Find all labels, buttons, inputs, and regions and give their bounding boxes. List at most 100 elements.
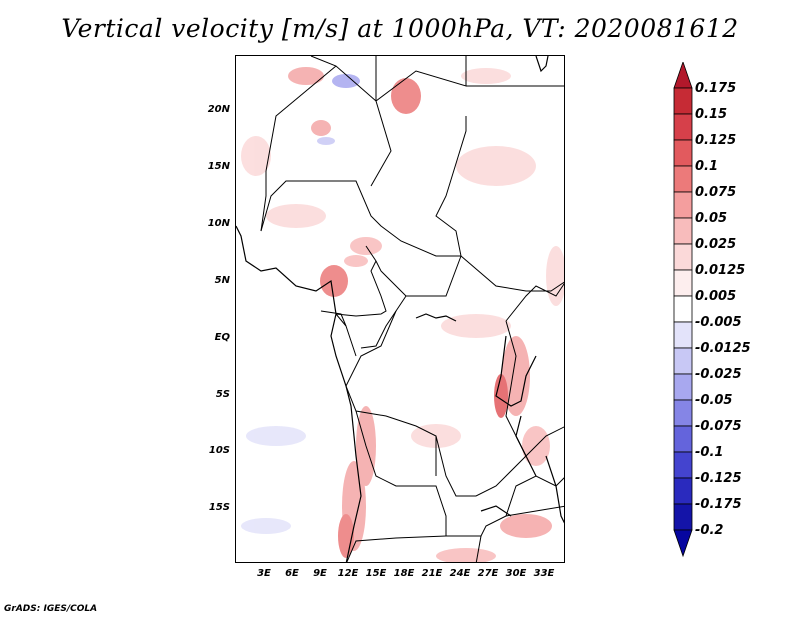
velocity-patch (500, 514, 552, 538)
colorbar-label: -0.05 (695, 393, 733, 408)
lon-label: 12E (337, 568, 359, 579)
colorbar-label: -0.075 (695, 419, 742, 434)
coastline (236, 56, 564, 562)
velocity-patch (332, 74, 360, 88)
velocity-patch (317, 137, 335, 145)
colorbar-segment (673, 87, 693, 115)
lon-label: 30E (505, 568, 527, 579)
velocity-patch (391, 78, 421, 114)
colorbar-segment (673, 217, 693, 245)
map-panel (235, 55, 565, 563)
colorbar-label: 0.175 (695, 81, 737, 96)
map-svg (236, 56, 564, 562)
velocity-patch (494, 374, 508, 418)
lon-label: 21E (421, 568, 443, 579)
colorbar-label: -0.175 (695, 497, 742, 512)
border-line (505, 283, 564, 322)
colorbar-label: 0.15 (695, 107, 728, 122)
colorbar-segment (673, 399, 693, 427)
colorbar-segment (673, 113, 693, 141)
colorbar-label: 0.1 (695, 159, 719, 174)
colorbar-segment (673, 503, 693, 531)
colorbar-segment (673, 477, 693, 505)
colorbar-bottom-arrow (673, 529, 693, 558)
border-line (505, 475, 564, 517)
border-line (355, 410, 564, 537)
colorbar-segment (673, 347, 693, 375)
grads-credit: GrADS: IGES/COLA (4, 604, 98, 614)
chart-title: Vertical velocity [m/s] at 1000hPa, VT: … (61, 14, 739, 43)
border-line (335, 313, 357, 357)
lon-label: 27E (477, 568, 499, 579)
velocity-patch (546, 246, 564, 306)
lon-label: 24E (449, 568, 471, 579)
velocity-patch (311, 120, 331, 136)
velocity-patch (344, 255, 368, 267)
colorbar-segment (673, 139, 693, 167)
velocity-patch (246, 426, 306, 446)
velocity-patch (320, 265, 348, 297)
border-line (475, 535, 482, 562)
velocity-patch (241, 136, 271, 176)
colorbar (673, 62, 693, 558)
colorbar-label: 0.005 (695, 289, 737, 304)
border-line (345, 310, 527, 497)
velocity-patch (241, 518, 291, 534)
border-line (370, 100, 392, 187)
velocity-patch (456, 146, 536, 186)
colorbar-label: -0.0125 (695, 341, 751, 356)
colorbar-top-arrow (673, 62, 693, 89)
lon-label: 33E (533, 568, 555, 579)
colorbar-segment (673, 295, 693, 323)
border-line (320, 310, 347, 327)
border-line (265, 65, 337, 172)
colorbar-segment (673, 269, 693, 297)
coast-line (236, 225, 362, 562)
coast-line (480, 505, 512, 517)
velocity-patch (266, 204, 326, 228)
border-line (360, 295, 407, 349)
colorbar-segment (673, 373, 693, 401)
lon-label: 6E (285, 568, 299, 579)
colorbar-segment (673, 165, 693, 193)
colorbar-label: -0.025 (695, 367, 742, 382)
border-line (365, 245, 462, 297)
coast-line (515, 415, 537, 477)
lat-label: 15N (207, 161, 230, 172)
colorbar-segment (673, 425, 693, 453)
lon-label: 9E (313, 568, 327, 579)
coast-line (415, 313, 457, 322)
lon-label: 15E (365, 568, 387, 579)
lon-label: 3E (257, 568, 271, 579)
velocity-patch (288, 67, 324, 85)
border-line (260, 171, 267, 232)
lon-label: 18E (393, 568, 415, 579)
lat-label: EQ (214, 332, 230, 343)
coast-line (545, 455, 564, 524)
velocity-patch (436, 548, 496, 562)
colorbar-label: 0.0125 (695, 263, 746, 278)
colorbar-label: 0.05 (695, 211, 728, 226)
velocity-patch (441, 314, 511, 338)
coast-line (535, 56, 549, 73)
colorbar-segment (673, 243, 693, 271)
colorbar-segment (673, 191, 693, 219)
border-line (310, 56, 467, 102)
border-line (525, 426, 564, 457)
velocity-field (241, 67, 564, 562)
colorbar-label: 0.075 (695, 185, 737, 200)
lat-label: 10N (207, 218, 230, 229)
lat-label: 5S (215, 389, 230, 400)
border-line (460, 255, 564, 292)
colorbar-segment (673, 321, 693, 349)
colorbar-label: -0.1 (695, 445, 724, 460)
lat-label: 10S (208, 445, 230, 456)
lat-label: 15S (208, 502, 230, 513)
border-line (346, 535, 447, 562)
colorbar-label: -0.2 (695, 523, 724, 538)
colorbar-label: -0.125 (695, 471, 742, 486)
coast-line (495, 335, 537, 407)
lat-label: 20N (207, 104, 230, 115)
colorbar-label: 0.125 (695, 133, 737, 148)
country-borders (260, 56, 564, 562)
